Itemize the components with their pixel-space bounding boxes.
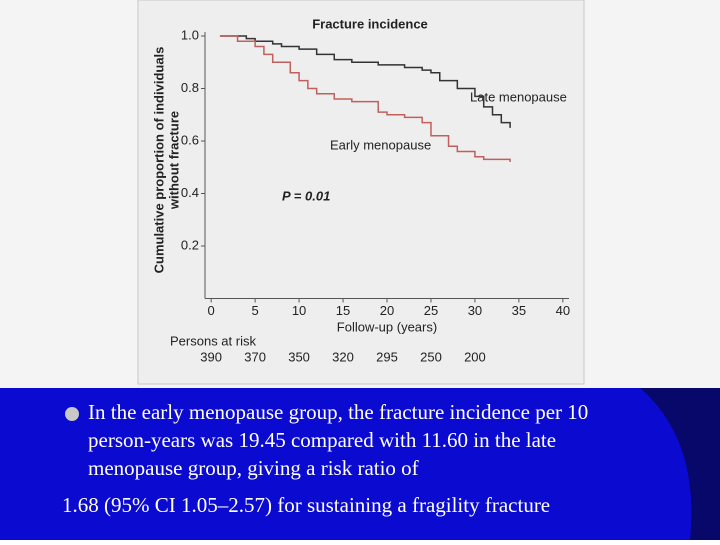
series-label: Late menopause (470, 89, 567, 104)
at-risk-value: 200 (464, 349, 486, 364)
x-tick-label: 30 (468, 303, 482, 318)
bullet-text: menopause group, giving a risk ratio of (88, 456, 419, 480)
x-axis-label: Follow-up (years) (337, 319, 437, 334)
chart-title: Fracture incidence (312, 16, 428, 31)
series-line (219, 35, 511, 162)
x-tick-label: 35 (512, 303, 526, 318)
at-risk-label: Persons at risk (170, 333, 256, 348)
bullet-dot (65, 407, 79, 421)
decoration (640, 388, 720, 540)
at-risk-value: 390 (200, 349, 222, 364)
annotation: P = 0.01 (282, 188, 330, 203)
y-tick-label: 0.2 (181, 237, 199, 252)
x-tick-label: 0 (208, 303, 215, 318)
y-axis-label: without fracture (166, 111, 181, 210)
x-tick-label: 5 (251, 303, 258, 318)
x-tick-label: 20 (380, 303, 394, 318)
at-risk-value: 295 (376, 349, 398, 364)
y-tick-label: 1.0 (181, 27, 199, 42)
bullet-text: 1.68 (95% CI 1.05–2.57) for sustaining a… (62, 493, 550, 517)
x-tick-label: 10 (292, 303, 306, 318)
at-risk-value: 320 (332, 349, 354, 364)
x-tick-label: 15 (336, 303, 350, 318)
bullet-text: person-years was 19.45 compared with 11.… (88, 428, 556, 452)
x-tick-label: 40 (556, 303, 570, 318)
at-risk-value: 350 (288, 349, 310, 364)
y-tick-label: 0.6 (181, 132, 199, 147)
at-risk-value: 250 (420, 349, 442, 364)
series-line (219, 35, 511, 128)
series-label: Early menopause (330, 137, 431, 152)
at-risk-value: 370 (244, 349, 266, 364)
y-tick-label: 0.4 (181, 185, 199, 200)
y-axis-label: Cumulative proportion of individuals (151, 47, 166, 274)
x-tick-label: 25 (424, 303, 438, 318)
bullet-text: In the early menopause group, the fractu… (88, 400, 588, 424)
slide-bottom (0, 388, 720, 540)
chart-panel (137, 0, 585, 385)
y-tick-label: 0.8 (181, 80, 199, 95)
